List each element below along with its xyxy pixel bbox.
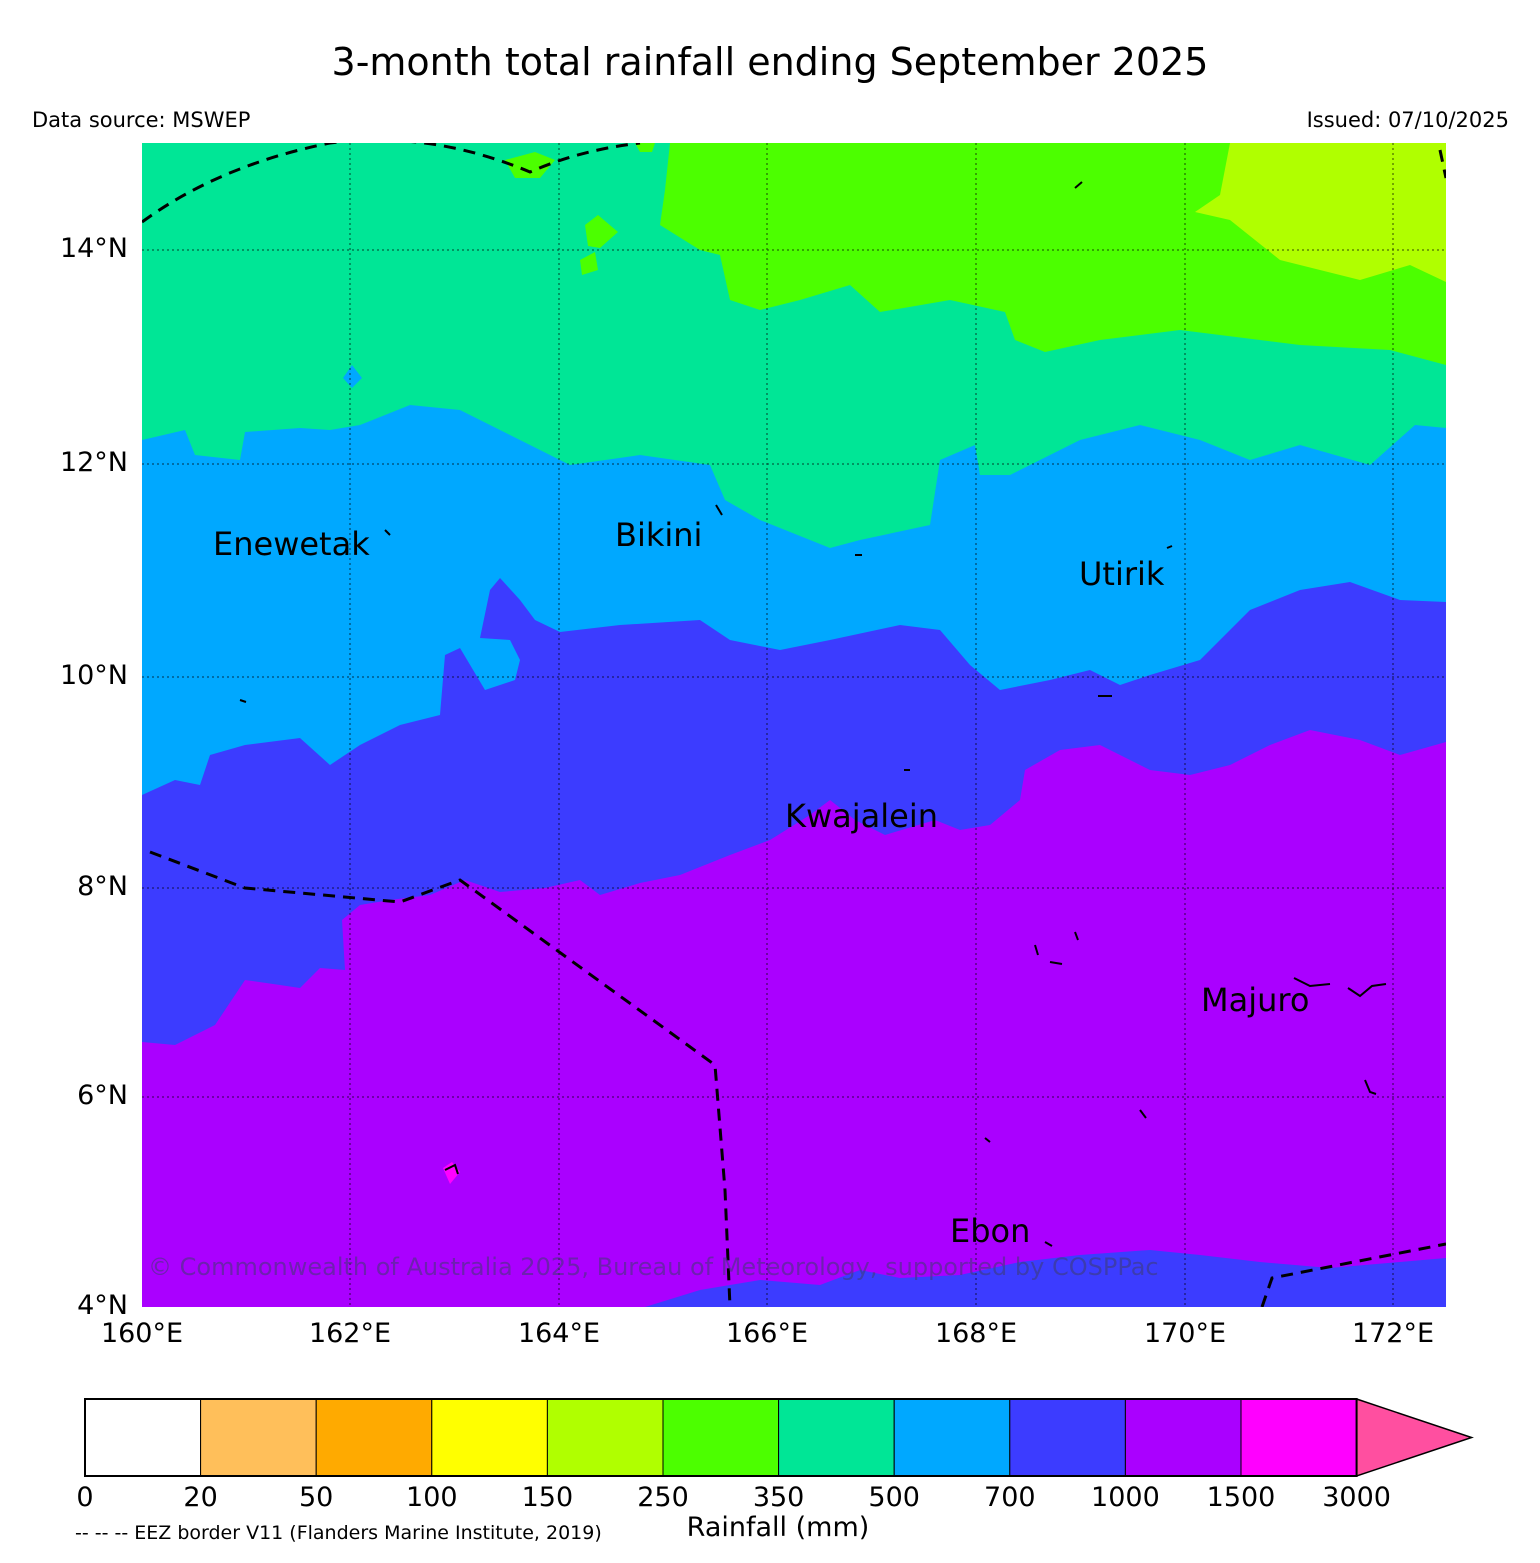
map-title: 3-month total rainfall ending September …: [331, 40, 1209, 84]
lon-label-170e: 170°E: [1143, 1318, 1227, 1349]
lat-label-4n: 4°N: [77, 1290, 128, 1321]
colorbar-tick-label: 1000: [1091, 1482, 1160, 1513]
eez-note: -- -- -- EEZ border V11 (Flanders Marine…: [75, 1522, 602, 1544]
colorbar-tick-label: 700: [984, 1482, 1036, 1513]
colorbar-segment: [662, 1398, 780, 1477]
lat-label-12n: 12°N: [59, 447, 128, 478]
colorbar-tick-label: 20: [183, 1482, 218, 1513]
colorbar-outline: [84, 1398, 1358, 1477]
colorbar-tick-label: 0: [76, 1482, 94, 1513]
issued-date: Issued: 07/10/2025: [1306, 108, 1509, 132]
lon-label-168e: 168°E: [934, 1318, 1018, 1349]
place-enewetak: Enewetak: [213, 525, 370, 563]
lon-label-160e: 160°E: [100, 1318, 184, 1349]
lat-label-6n: 6°N: [77, 1080, 128, 1111]
colorbar-tick-label: 50: [299, 1482, 334, 1513]
band-700-1000-south: [645, 1250, 1446, 1307]
colorbar-tick-label: 1500: [1206, 1482, 1276, 1513]
colorbar-tick-label: 500: [868, 1482, 920, 1513]
colorbar-segment: [84, 1398, 202, 1477]
colorbar-label: Rainfall (mm): [686, 1512, 870, 1543]
place-majuro: Majuro: [1201, 981, 1310, 1019]
colorbar-extend-arrow: [1355, 1397, 1474, 1478]
rainfall-contours: [142, 143, 1446, 1307]
lat-label-10n: 10°N: [59, 660, 128, 691]
colorbar-segment: [315, 1398, 433, 1477]
colorbar-tick-label: 250: [637, 1482, 689, 1513]
lon-label-172e: 172°E: [1351, 1318, 1435, 1349]
colorbar-tick-label: 350: [752, 1482, 805, 1513]
colorbar-segment: [893, 1398, 1011, 1477]
colorbar-segment: [778, 1398, 895, 1477]
place-bikini: Bikini: [615, 516, 703, 554]
data-source: Data source: MSWEP: [32, 108, 251, 132]
place-kwajalein: Kwajalein: [785, 797, 939, 835]
colorbar-segment: [200, 1398, 317, 1477]
eez-border: [142, 143, 1446, 1307]
place-ebon: Ebon: [950, 1212, 1031, 1250]
copyright-notice: © Commonwealth of Australia 2025, Bureau…: [148, 1253, 1159, 1281]
colorbar-segment: [1124, 1398, 1242, 1477]
colorbar-segment: [431, 1398, 548, 1477]
place-utirik: Utirik: [1079, 555, 1165, 593]
band-150-250: [1195, 143, 1446, 282]
colorbar-tick-label: 100: [406, 1482, 458, 1513]
colorbar-tick-label: 3000: [1322, 1482, 1391, 1513]
lat-label-8n: 8°N: [77, 871, 128, 902]
colorbar-segment: [1240, 1398, 1358, 1477]
graticule: [142, 143, 1446, 1307]
colorbar-tick-label: 150: [521, 1482, 574, 1513]
colorbar-segment: [546, 1398, 664, 1477]
lat-label-14n: 14°N: [59, 233, 128, 264]
islands: [239, 181, 1387, 1247]
lon-label-162e: 162°E: [308, 1318, 392, 1349]
lon-label-166e: 166°E: [725, 1318, 809, 1349]
colorbar: [84, 1397, 1474, 1478]
lon-label-164e: 164°E: [517, 1318, 601, 1349]
band-1000-1500: [142, 730, 1446, 1307]
colorbar-segment: [1009, 1398, 1126, 1477]
